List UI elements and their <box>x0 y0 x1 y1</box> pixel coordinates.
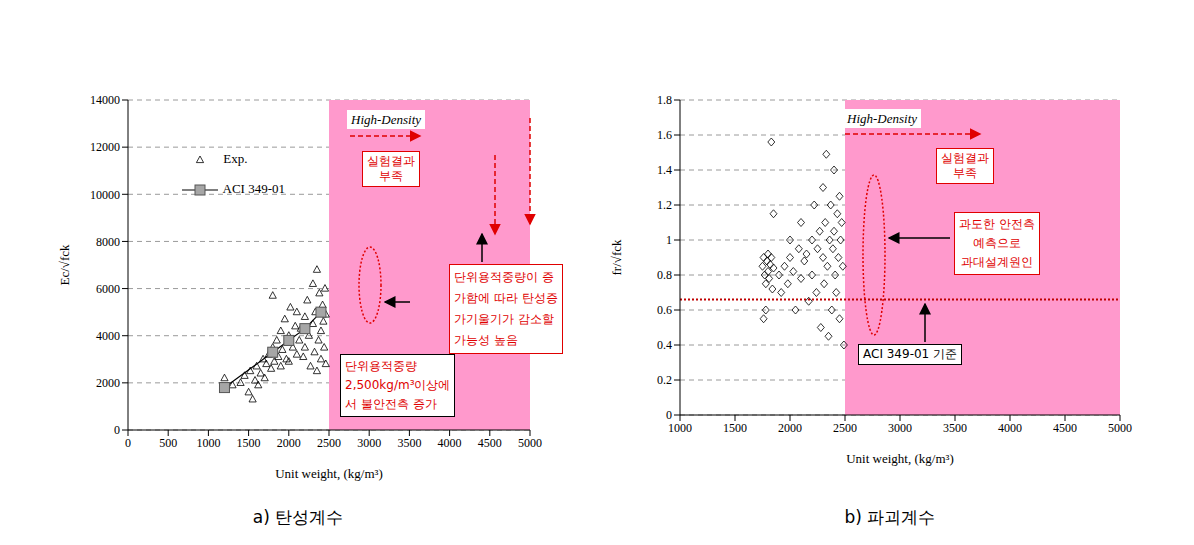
svg-text:1500: 1500 <box>237 436 261 450</box>
svg-text:Unit weight, (kg/m³): Unit weight, (kg/m³) <box>846 451 954 466</box>
svg-text:1.2: 1.2 <box>657 198 672 212</box>
html-text:실험결과: 실험결과 <box>941 151 989 165</box>
svg-text:1.4: 1.4 <box>657 163 672 177</box>
svg-text:0: 0 <box>666 408 672 422</box>
html-text:ACI 349-01 기준: ACI 349-01 기준 <box>863 347 958 361</box>
svg-text:1000: 1000 <box>196 436 220 450</box>
html-text:High-Density: High-Density <box>351 112 421 127</box>
html-text:ACI 349-01: ACI 349-01 <box>222 181 285 196</box>
svg-text:2000: 2000 <box>277 436 301 450</box>
svg-text:4000: 4000 <box>438 436 462 450</box>
svg-text:0: 0 <box>114 423 120 437</box>
svg-text:5000: 5000 <box>518 436 542 450</box>
svg-text:0.2: 0.2 <box>657 373 672 387</box>
svg-text:10000: 10000 <box>90 188 120 202</box>
svg-text:5000: 5000 <box>1108 421 1132 435</box>
html-text:b) 파괴계수: b) 파괴계수 <box>844 507 936 527</box>
svg-text:0.4: 0.4 <box>657 338 672 352</box>
svg-text:4500: 4500 <box>1053 421 1077 435</box>
svg-text:1.6: 1.6 <box>657 128 672 142</box>
html-text:가기울기가 감소할: 가기울기가 감소할 <box>454 312 554 326</box>
svg-text:4000: 4000 <box>998 421 1022 435</box>
html-text:Exp.: Exp. <box>223 151 248 166</box>
svg-text:1000: 1000 <box>668 421 692 435</box>
svg-text:6000: 6000 <box>96 282 120 296</box>
html-text:단위용적중량이 증: 단위용적중량이 증 <box>454 270 554 284</box>
svg-text:3000: 3000 <box>357 436 381 450</box>
svg-text:2500: 2500 <box>833 421 857 435</box>
html-text:High-Density: High-Density <box>847 111 917 126</box>
html-text:실험결과: 실험결과 <box>367 154 415 168</box>
html-text:단위용적중량: 단위용적중량 <box>345 359 417 373</box>
svg-text:4000: 4000 <box>96 329 120 343</box>
svg-text:0.8: 0.8 <box>657 268 672 282</box>
svg-text:fr/√fck: fr/√fck <box>609 239 624 276</box>
svg-text:4500: 4500 <box>478 436 502 450</box>
svg-text:3500: 3500 <box>943 421 967 435</box>
html-text:서 불안전측 증가: 서 불안전측 증가 <box>345 397 437 411</box>
html-text:과도한 안전측: 과도한 안전측 <box>959 217 1035 231</box>
html-text:부족: 부족 <box>379 169 403 183</box>
svg-text:2000: 2000 <box>96 376 120 390</box>
svg-text:8000: 8000 <box>96 235 120 249</box>
svg-text:500: 500 <box>159 436 177 450</box>
svg-text:0: 0 <box>125 436 131 450</box>
svg-text:12000: 12000 <box>90 140 120 154</box>
svg-text:3500: 3500 <box>397 436 421 450</box>
html-text:과대설계원인: 과대설계원인 <box>960 255 1033 269</box>
svg-text:1.8: 1.8 <box>657 93 672 107</box>
html-text:가함에 따라 탄성증: 가함에 따라 탄성증 <box>454 291 558 305</box>
html-text:가능성 높음: 가능성 높음 <box>454 333 518 347</box>
svg-text:Unit weight, (kg/m³): Unit weight, (kg/m³) <box>275 466 383 481</box>
svg-text:3000: 3000 <box>888 421 912 435</box>
html-text:예측으로: 예측으로 <box>972 236 1021 250</box>
svg-text:2000: 2000 <box>778 421 802 435</box>
html-text:a) 탄성계수: a) 탄성계수 <box>252 507 344 527</box>
svg-text:1500: 1500 <box>723 421 747 435</box>
svg-text:Ec/√fck: Ec/√fck <box>57 244 72 286</box>
html-text:부족: 부족 <box>953 166 977 180</box>
svg-text:14000: 14000 <box>90 93 120 107</box>
svg-text:1: 1 <box>666 233 672 247</box>
svg-text:0.6: 0.6 <box>657 303 672 317</box>
svg-text:2500: 2500 <box>317 436 341 450</box>
html-text:2,500kg/m³이상에: 2,500kg/m³이상에 <box>345 378 451 392</box>
